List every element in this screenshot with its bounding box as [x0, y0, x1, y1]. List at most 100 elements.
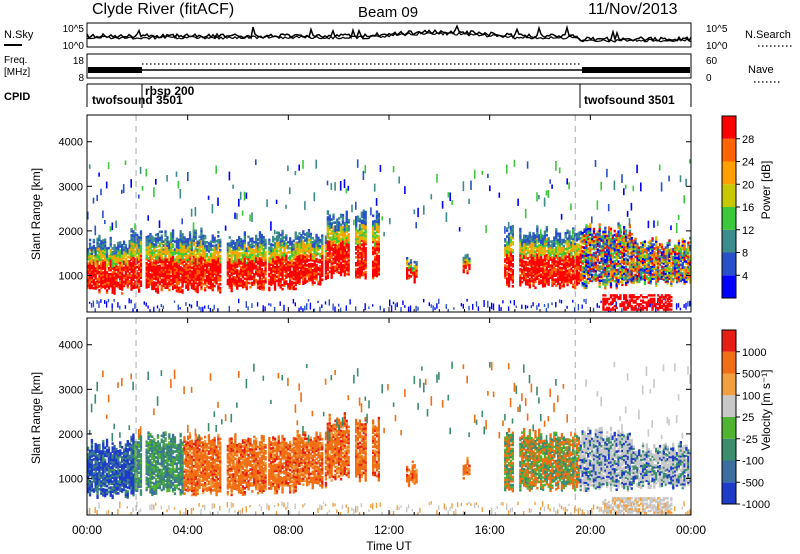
echo-cell	[356, 273, 360, 277]
echo-cell	[521, 262, 524, 266]
echo-cell	[138, 244, 141, 247]
echo-cell	[375, 226, 379, 230]
echo-cell	[170, 250, 173, 254]
echo-cell	[168, 280, 171, 284]
echo-cell	[262, 248, 265, 251]
echo-cell	[513, 300, 515, 306]
echo-cell	[504, 238, 507, 241]
echo-cell	[298, 262, 301, 265]
echo-cell	[262, 270, 265, 273]
echo-cell	[296, 245, 299, 248]
echo-cell	[575, 281, 579, 284]
echo-cell	[568, 272, 571, 276]
echo-cell	[134, 234, 137, 237]
echo-cell	[558, 240, 562, 244]
echo-cell	[409, 271, 413, 274]
echo-cell	[611, 262, 614, 266]
echo-cell	[138, 272, 141, 275]
echo-cell	[304, 253, 307, 256]
echo-cell	[171, 277, 175, 281]
echo-cell	[153, 285, 156, 288]
echo-cell	[96, 253, 99, 257]
echo-cell	[355, 219, 358, 223]
echo-cell	[604, 286, 607, 290]
echo-cell	[534, 280, 537, 284]
echo-cell	[330, 218, 333, 221]
echo-cell	[130, 284, 133, 287]
echo-cell	[185, 272, 188, 275]
echo-cell	[564, 274, 567, 277]
echo-cell	[540, 251, 543, 254]
echo-cell	[236, 253, 239, 256]
echo-cell	[328, 260, 331, 264]
echo-cell	[236, 243, 239, 246]
echo-cell	[198, 265, 201, 269]
echo-cell	[102, 275, 105, 278]
echo-cell	[232, 278, 235, 281]
echo-cell	[540, 281, 543, 285]
echo-cell	[532, 252, 535, 255]
echo-cell	[373, 247, 377, 251]
echo-cell	[536, 275, 539, 278]
echo-cell	[336, 240, 339, 244]
echo-cell	[602, 306, 605, 310]
echo-cell	[415, 305, 417, 312]
echo-cell	[313, 241, 316, 244]
echo-cell	[90, 272, 94, 275]
echo-cell	[562, 264, 565, 268]
echo-cell	[192, 273, 195, 277]
echo-cell	[166, 246, 169, 249]
echo-cell	[462, 264, 465, 268]
echo-cell	[107, 287, 111, 290]
echo-cell	[153, 187, 155, 198]
echo-cell	[372, 236, 375, 240]
echo-cell	[362, 219, 365, 223]
echo-cell	[205, 249, 209, 252]
echo-cell	[121, 189, 123, 194]
echo-cell	[230, 263, 233, 267]
echo-cell	[192, 263, 195, 267]
echo-cell	[313, 273, 316, 277]
echo-cell	[600, 259, 603, 262]
echo-cell	[332, 241, 335, 245]
echo-cell	[102, 271, 105, 274]
echo-cell	[273, 241, 277, 245]
echo-cell	[330, 262, 333, 265]
echo-cell	[188, 233, 192, 236]
echo-cell	[156, 285, 160, 288]
echo-cell	[211, 270, 214, 274]
echo-cell	[153, 247, 156, 250]
echo-cell	[251, 283, 254, 287]
echo-cell	[255, 242, 258, 246]
echo-cell	[185, 266, 188, 269]
echo-cell	[111, 281, 114, 284]
echo-cell	[139, 236, 143, 239]
echo-cell	[564, 276, 567, 279]
echo-cell	[160, 238, 163, 242]
echo-cell	[270, 277, 273, 280]
echo-cell	[162, 278, 165, 281]
echo-cell	[119, 269, 122, 272]
echo-cell	[149, 244, 152, 248]
echo-cell	[192, 261, 195, 265]
echo-cell	[555, 228, 558, 231]
echo-cell	[604, 234, 607, 238]
echo-cell	[592, 257, 596, 261]
echo-cell	[347, 235, 350, 238]
echo-cell	[139, 272, 143, 275]
echo-cell	[270, 279, 273, 282]
echo-cell	[375, 274, 379, 278]
echo-cell	[100, 254, 103, 257]
echo-cell	[509, 278, 513, 281]
echo-cell	[270, 267, 273, 270]
echo-cell	[543, 246, 547, 250]
echo-cell	[200, 229, 203, 233]
echo-cell	[285, 246, 288, 249]
echo-cell	[117, 283, 120, 287]
echo-cell	[181, 259, 184, 262]
echo-cell	[170, 266, 173, 270]
echo-cell	[177, 254, 180, 258]
echo-cell	[334, 251, 337, 254]
echo-cell	[528, 263, 531, 267]
echo-cell	[309, 256, 312, 260]
